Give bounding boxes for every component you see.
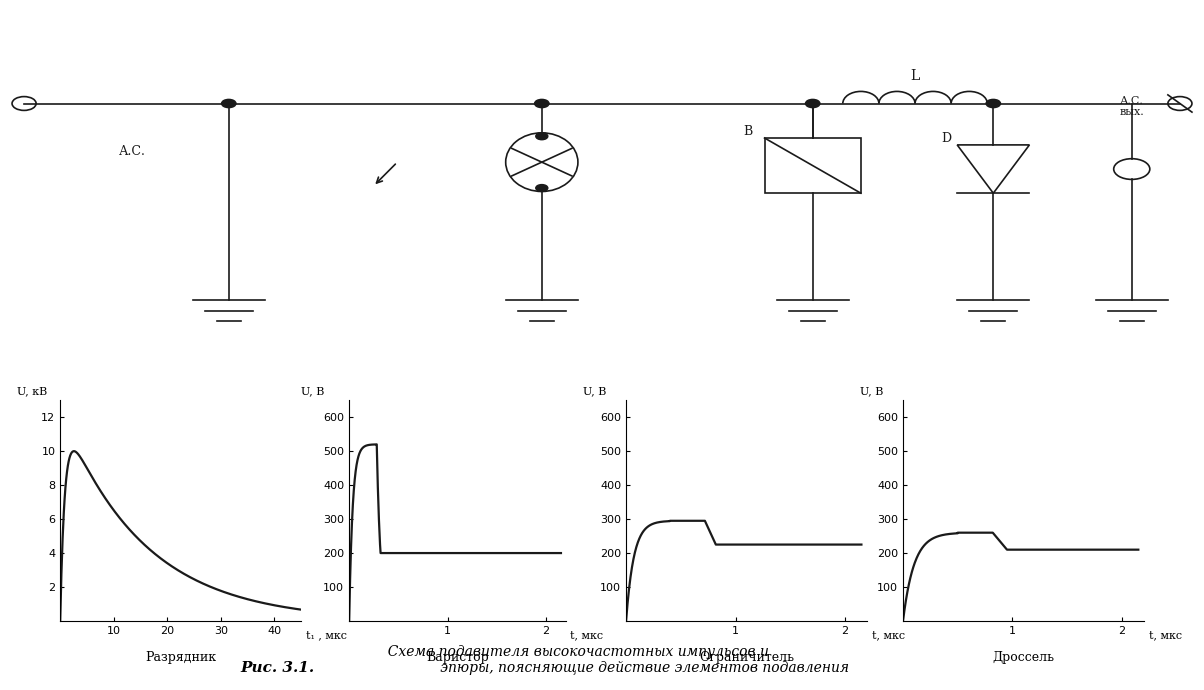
- Text: Рис. 3.1.: Рис. 3.1.: [241, 661, 315, 675]
- Circle shape: [536, 185, 548, 191]
- Text: U, кВ: U, кВ: [17, 386, 47, 396]
- Text: D: D: [942, 132, 951, 144]
- Text: t, мкс: t, мкс: [1149, 630, 1182, 640]
- Text: t₁ , мкс: t₁ , мкс: [306, 630, 347, 640]
- Text: B: B: [743, 125, 752, 137]
- Text: Разрядник: Разрядник: [144, 651, 217, 664]
- Polygon shape: [957, 145, 1029, 193]
- Bar: [765, 138, 861, 193]
- Text: t, мкс: t, мкс: [571, 630, 603, 640]
- Text: U, В: U, В: [301, 386, 325, 396]
- Text: t, мкс: t, мкс: [872, 630, 905, 640]
- Text: U, В: U, В: [583, 386, 606, 396]
- Text: Варистор: Варистор: [426, 651, 489, 664]
- Circle shape: [805, 99, 820, 108]
- Text: Схема подавителя высокочастотных импульсов и
              эпюры, поясняющие дей: Схема подавителя высокочастотных импульс…: [379, 644, 849, 675]
- Circle shape: [535, 99, 549, 108]
- Text: А.С.: А.С.: [119, 146, 146, 158]
- Text: U, В: U, В: [860, 386, 883, 396]
- Circle shape: [986, 99, 1001, 108]
- Text: L: L: [910, 69, 920, 83]
- Text: А.С.
вых.: А.С. вых.: [1120, 96, 1144, 117]
- Text: Дроссель: Дроссель: [992, 651, 1055, 664]
- Circle shape: [222, 99, 236, 108]
- Text: Ограничитель: Ограничитель: [700, 651, 793, 664]
- Circle shape: [536, 132, 548, 140]
